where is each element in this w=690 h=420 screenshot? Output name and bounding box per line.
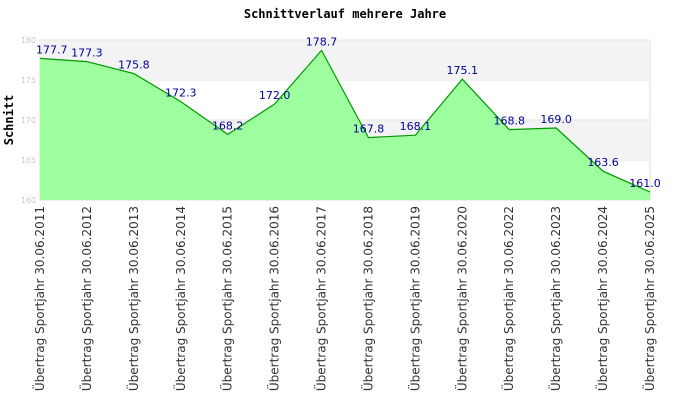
grid-band: [40, 40, 650, 80]
x-tick-label: Übertrag Sportjahr 30.06.2011: [31, 206, 47, 391]
data-label: 175.8: [118, 59, 150, 72]
data-label: 175.1: [447, 64, 479, 77]
x-tick-label: Übertrag Sportjahr 30.06.2012: [78, 206, 94, 391]
x-tick-label: Übertrag Sportjahr 30.06.2014: [172, 206, 188, 391]
y-tick-label: 170: [21, 116, 36, 125]
x-tick-label: Übertrag Sportjahr 30.06.2016: [266, 206, 282, 391]
y-tick-label: 180: [21, 36, 36, 45]
x-tick-label: Übertrag Sportjahr 30.06.2018: [359, 206, 375, 391]
data-label: 163.6: [587, 156, 619, 169]
data-label: 161.0: [629, 177, 661, 190]
data-label: 172.3: [165, 87, 197, 100]
y-tick-label: 165: [21, 156, 36, 165]
data-label: 168.1: [400, 120, 432, 133]
x-tick-label: Übertrag Sportjahr 30.06.2013: [125, 206, 141, 391]
data-label: 168.8: [493, 115, 525, 128]
data-label: 178.7: [306, 35, 338, 48]
data-label: 177.7: [36, 43, 68, 56]
data-label: 172.0: [259, 89, 291, 102]
x-tick-label: Übertrag Sportjahr 30.06.2022: [500, 206, 516, 391]
y-axis-label: Schnitt: [2, 95, 16, 146]
series-line: [39, 49, 651, 193]
data-label: 167.8: [353, 123, 385, 136]
data-label: 169.0: [540, 113, 572, 126]
x-tick-label: Übertrag Sportjahr 30.06.2023: [547, 206, 563, 391]
y-tick-label: 160: [21, 196, 36, 205]
area-fill: [40, 50, 650, 201]
x-tick-label: Übertrag Sportjahr 30.06.2015: [219, 206, 235, 391]
data-label: 177.3: [71, 47, 103, 60]
x-tick-label: Übertrag Sportjahr 30.06.2024: [594, 206, 610, 391]
x-tick-label: Übertrag Sportjahr 30.06.2020: [453, 206, 469, 391]
y-tick-label: 175: [21, 76, 36, 85]
x-tick-label: Übertrag Sportjahr 30.06.2017: [313, 206, 329, 391]
chart-title: Schnittverlauf mehrere Jahre: [244, 7, 446, 21]
data-label: 168.2: [212, 119, 244, 132]
x-tick-label: Übertrag Sportjahr 30.06.2025: [641, 206, 657, 391]
x-tick-label: Übertrag Sportjahr 30.06.2019: [406, 206, 422, 391]
